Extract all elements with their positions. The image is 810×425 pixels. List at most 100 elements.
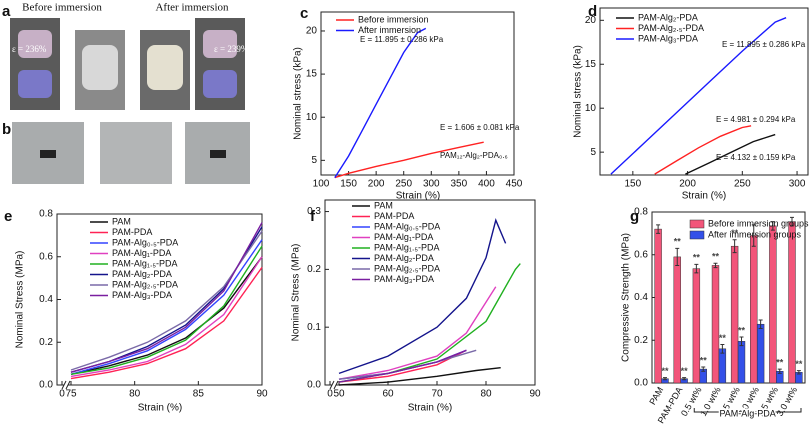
photo bbox=[40, 150, 56, 158]
group-label: PAM-Alg-PDA bbox=[719, 408, 775, 418]
annotation: E = 4.132 ± 0.159 kPa bbox=[716, 153, 796, 162]
series-line bbox=[70, 230, 263, 371]
series-line bbox=[334, 27, 427, 178]
y-tick-label: 20 bbox=[585, 15, 597, 26]
series-line bbox=[70, 222, 263, 373]
error-bar bbox=[701, 366, 706, 372]
bar bbox=[673, 256, 681, 384]
legend-label: PAM-Alg₂.₅-PDA bbox=[638, 23, 704, 33]
error-bar bbox=[694, 263, 699, 274]
error-bar bbox=[682, 377, 687, 381]
x-tick-label: 90 bbox=[256, 389, 268, 400]
x-tick-label: 200 bbox=[368, 179, 385, 190]
x-tick-label: 60 bbox=[382, 389, 394, 400]
legend-label: PAM-Alg₂.₅-PDA bbox=[374, 263, 440, 273]
y-tick-label: 0.8 bbox=[39, 209, 53, 220]
y-axis-label: Nominal stress (kPa) bbox=[293, 47, 304, 140]
panel-label: f bbox=[310, 208, 316, 225]
x-tick-label: 50 bbox=[333, 389, 345, 400]
strain-label: ε = 239% bbox=[214, 44, 249, 54]
bar bbox=[718, 348, 727, 384]
panel-label: d bbox=[588, 3, 597, 20]
bar bbox=[756, 323, 765, 384]
photo bbox=[210, 150, 226, 158]
series-line bbox=[70, 239, 263, 375]
bar bbox=[737, 341, 746, 384]
error-bar bbox=[789, 216, 794, 227]
x-tick-label: 350 bbox=[451, 179, 468, 190]
series-line bbox=[70, 266, 263, 380]
axis-break bbox=[333, 380, 339, 390]
y-tick-label: 0.1 bbox=[307, 322, 321, 333]
legend-label: PAM-Alg₂-PDA bbox=[638, 12, 698, 22]
axis-break bbox=[329, 380, 335, 390]
y-axis-label: Compressive Strength (MPa) bbox=[621, 233, 632, 362]
x-axis-label: Strain (%) bbox=[408, 403, 452, 414]
significance: ** bbox=[776, 357, 784, 367]
y-tick-label: 0.6 bbox=[39, 251, 53, 262]
series-line bbox=[334, 141, 484, 179]
significance: ** bbox=[795, 359, 803, 369]
y-tick-label: 5 bbox=[590, 147, 596, 158]
legend-label: PAM-PDA bbox=[374, 211, 414, 221]
legend-label: PAM-Alg₃-PDA bbox=[374, 274, 434, 284]
plot-frame bbox=[320, 11, 515, 176]
y-tick-label: 0.4 bbox=[634, 292, 648, 303]
error-bar bbox=[713, 262, 718, 269]
panel-label: g bbox=[630, 208, 639, 225]
legend-label: PAM-Alg₃-PDA bbox=[112, 290, 172, 300]
bar bbox=[730, 245, 739, 384]
strain-label: ε = 236% bbox=[12, 44, 47, 54]
error-bar bbox=[758, 319, 763, 329]
plot-frame bbox=[599, 7, 809, 176]
bar bbox=[654, 228, 662, 384]
y-tick-label: 0.0 bbox=[634, 378, 648, 389]
x-tick-label: 300 bbox=[423, 179, 440, 190]
x-tick-label: 0 bbox=[59, 389, 65, 400]
panel-label: e bbox=[4, 208, 12, 225]
x-tick-label: 150 bbox=[340, 179, 357, 190]
error-bar bbox=[663, 377, 668, 381]
error-bar bbox=[770, 221, 775, 231]
legend-label: PAM-Alg₀.₅-PDA bbox=[112, 237, 178, 247]
legend-label: Before immersion bbox=[358, 14, 429, 24]
y-tick-label: 5 bbox=[311, 155, 317, 166]
y-tick-label: 10 bbox=[585, 103, 597, 114]
y-tick-label: 0.6 bbox=[634, 249, 648, 260]
error-bar bbox=[720, 344, 725, 354]
error-bar bbox=[732, 239, 737, 254]
bar bbox=[711, 265, 720, 384]
x-axis-label: Strain (%) bbox=[138, 403, 182, 414]
legend-label: PAM bbox=[112, 216, 131, 226]
significance: ** bbox=[693, 253, 701, 263]
error-bar bbox=[796, 370, 801, 375]
x-tick-label: 300 bbox=[789, 179, 806, 190]
series-line bbox=[70, 245, 263, 375]
x-tick-label: 80 bbox=[129, 389, 141, 400]
x-tick-label: 100 bbox=[313, 179, 330, 190]
x-tick-label: 250 bbox=[734, 179, 751, 190]
axis-break-gap bbox=[332, 381, 336, 389]
legend-label: PAM bbox=[374, 200, 393, 210]
y-tick-label: 10 bbox=[306, 112, 318, 123]
annotation: E = 1.606 ± 0.081 kPa bbox=[440, 123, 520, 132]
y-tick-label: 0.4 bbox=[39, 294, 53, 305]
legend-swatch bbox=[689, 219, 705, 229]
x-tick-label: 75 bbox=[65, 389, 77, 400]
significance: ** bbox=[700, 355, 708, 365]
legend-label: PAM-PDA bbox=[112, 227, 152, 237]
error-bar bbox=[675, 247, 680, 266]
series-line bbox=[654, 125, 752, 175]
x-tick-label: PAM bbox=[647, 385, 665, 406]
y-tick-label: 0.0 bbox=[307, 380, 321, 391]
significance: ** bbox=[738, 325, 746, 335]
annotation: E = 11.895 ± 0.286 kPa bbox=[360, 35, 444, 44]
photo bbox=[18, 30, 52, 58]
y-tick-label: 0.2 bbox=[39, 337, 53, 348]
x-axis-label: Strain (%) bbox=[682, 191, 726, 202]
plot-frame bbox=[324, 199, 536, 386]
photo bbox=[82, 45, 118, 90]
photo bbox=[147, 45, 183, 90]
legend-label: After immersion groups bbox=[708, 229, 802, 239]
legend-label: PAM-Alg₀.₅-PDA bbox=[374, 221, 440, 231]
